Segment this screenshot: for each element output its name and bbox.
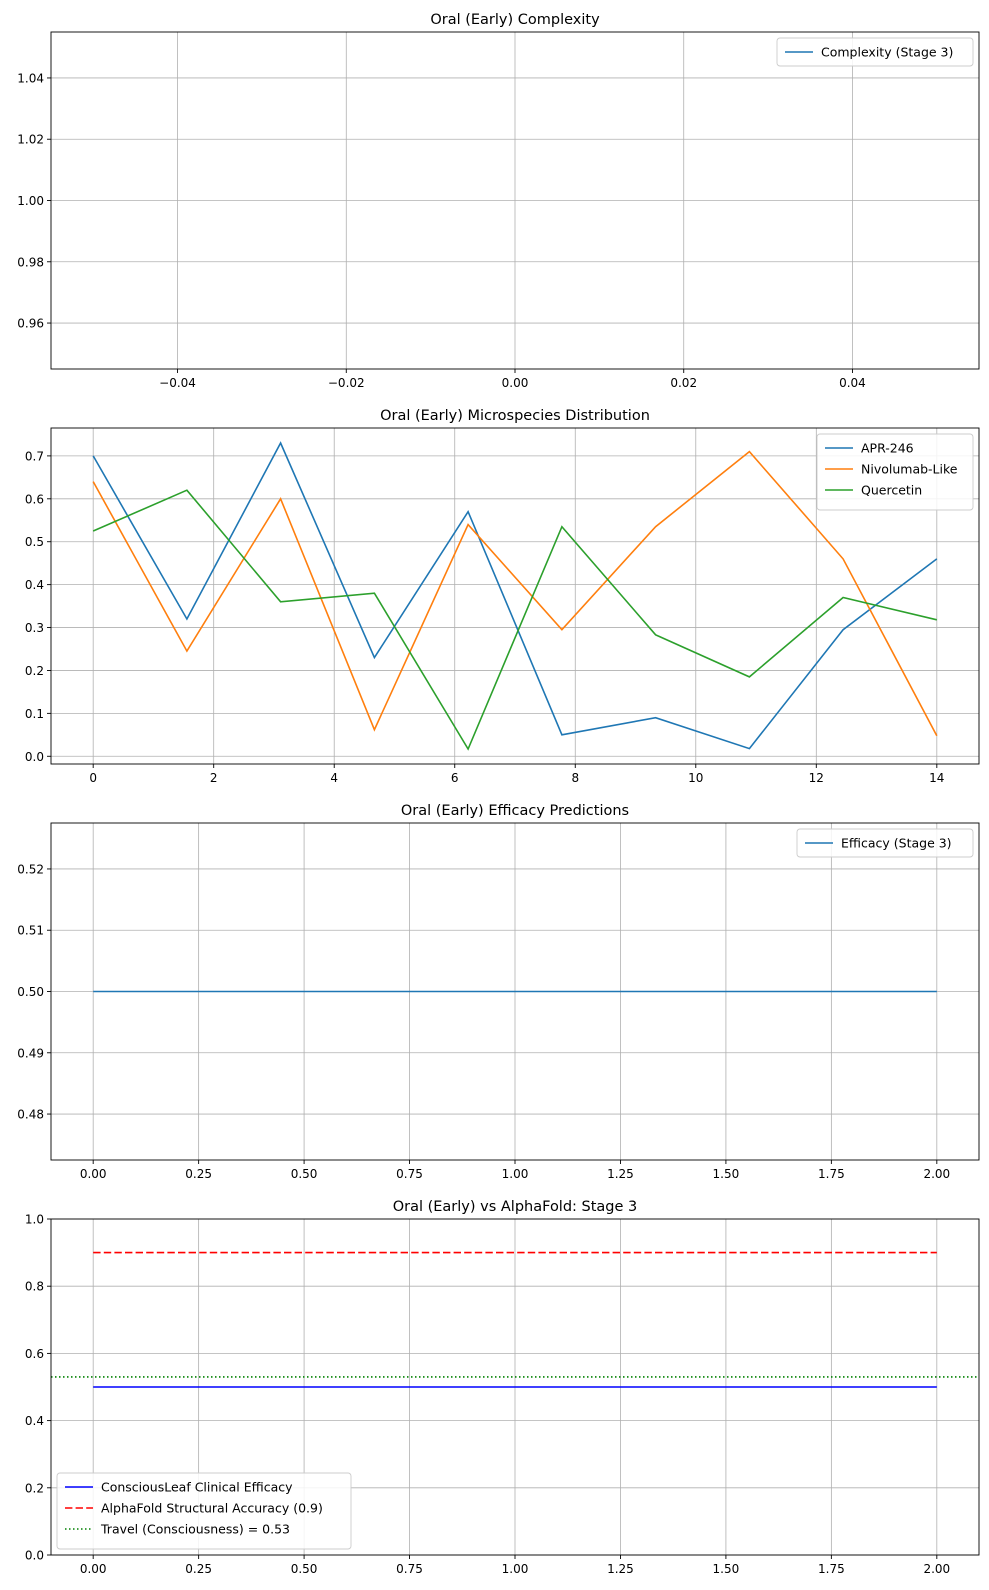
y-tick-label: 0.96 — [17, 317, 44, 331]
legend-label-0: ConsciousLeaf Clinical Efficacy — [101, 1480, 293, 1495]
y-tick-label: 0.2 — [25, 664, 44, 678]
y-tick-label: 0.48 — [17, 1108, 44, 1122]
series-line-0 — [92, 441, 938, 750]
legend-label-1: Nivolumab-Like — [861, 462, 958, 477]
x-tick-label: 0.04 — [839, 376, 866, 390]
chart-title: Oral (Early) Complexity — [430, 12, 600, 28]
x-tick-label: 12 — [809, 771, 824, 785]
legend-frame — [816, 433, 974, 511]
y-tick-label: 0.8 — [25, 1280, 44, 1294]
y-tick-label: 0.2 — [25, 1481, 44, 1495]
legend: APR-246 Nivolumab-Like Quercetin — [816, 433, 974, 511]
x-tick-label: 6 — [451, 771, 459, 785]
legend-label-0: Efficacy (Stage 3) — [841, 836, 952, 851]
y-tick-label: 0.0 — [25, 750, 44, 764]
x-tick-label: 0.75 — [396, 1562, 423, 1576]
legend-label-0: APR-246 — [861, 441, 914, 456]
x-tick-label: 1.50 — [713, 1562, 740, 1576]
y-tick-label: 0.6 — [25, 492, 44, 506]
x-tick-label: 8 — [571, 771, 579, 785]
x-tick-label: 1.75 — [818, 1562, 845, 1576]
y-tick-label: 0.3 — [25, 621, 44, 635]
y-tick-label: 0.4 — [25, 578, 44, 592]
x-tick-label: 2.00 — [923, 1562, 950, 1576]
x-tick-label: 0.00 — [502, 376, 529, 390]
chart-title: Oral (Early) Microspecies Distribution — [380, 408, 650, 424]
y-tick-label: 0.6 — [25, 1347, 44, 1361]
y-tick-label: 0.5 — [25, 535, 44, 549]
y-tick-label: 1.00 — [17, 194, 44, 208]
axes-frame — [50, 427, 980, 765]
x-tick-label: 2.00 — [923, 1167, 950, 1181]
y-tick-label: 0.7 — [25, 449, 44, 463]
x-tick-label: 1.00 — [502, 1562, 529, 1576]
y-tick-label: 0.52 — [17, 862, 44, 876]
y-tick-label: 1.02 — [17, 133, 44, 147]
x-tick-label: 0.02 — [670, 376, 697, 390]
efficacy-chart: 0.00 0.25 0.50 0.75 1.00 1.25 1.50 1.75 2.00 0.48… — [17, 803, 980, 1181]
legend-label-2: Quercetin — [861, 483, 922, 498]
microspecies-chart: 0 2 4 6 8 10 12 14 0.0 0.1 0.2 0.3 0.4 0.5 0.6 0.7 Oral … — [25, 408, 980, 785]
legend-frame — [776, 37, 974, 67]
y-tick-label: 0.0 — [25, 1549, 44, 1563]
legend-label-0: Complexity (Stage 3) — [821, 45, 953, 60]
x-tick-label: 0.25 — [185, 1562, 212, 1576]
y-tick-label: 1.0 — [25, 1213, 44, 1227]
x-tick-label: 4 — [330, 771, 338, 785]
x-tick-label: 0.00 — [80, 1562, 107, 1576]
legend: Complexity (Stage 3) — [776, 37, 974, 67]
chart-title: Oral (Early) Efficacy Predictions — [401, 803, 629, 819]
legend: ConsciousLeaf Clinical Efficacy AlphaFold… — [56, 1472, 352, 1550]
y-tick-label: 0.49 — [17, 1046, 44, 1060]
x-tick-label: 0.50 — [291, 1562, 318, 1576]
complexity-chart: −0.04 −0.02 0.00 0.02 0.04 0.96 0.98 1.00 1.02 1.… — [17, 12, 980, 390]
legend-frame — [796, 828, 974, 858]
x-tick-label: 1.25 — [607, 1167, 634, 1181]
x-tick-label: 0 — [89, 771, 97, 785]
x-tick-label: 1.25 — [607, 1562, 634, 1576]
x-tick-label: 1.50 — [713, 1167, 740, 1181]
x-tick-label: −0.04 — [159, 376, 196, 390]
y-tick-label: 0.51 — [17, 924, 44, 938]
y-tick-label: 1.04 — [17, 71, 44, 85]
x-tick-label: 10 — [688, 771, 703, 785]
x-tick-label: 1.75 — [818, 1167, 845, 1181]
x-tick-label: 0.75 — [396, 1167, 423, 1181]
legend: Efficacy (Stage 3) — [796, 828, 974, 858]
series-line-1 — [92, 450, 938, 737]
y-tick-label: 0.50 — [17, 985, 44, 999]
chart-title: Oral (Early) vs AlphaFold: Stage 3 — [393, 1199, 638, 1215]
x-tick-label: 2 — [210, 771, 218, 785]
y-tick-label: 0.1 — [25, 707, 44, 721]
x-tick-label: 0.50 — [291, 1167, 318, 1181]
x-tick-label: 1.00 — [502, 1167, 529, 1181]
x-tick-label: 0.00 — [80, 1167, 107, 1181]
alphafold-comparison-chart: 0.00 0.25 0.50 0.75 1.00 1.25 1.50 1.75 2.00 0.0 0… — [25, 1199, 980, 1576]
legend-frame — [56, 1472, 352, 1550]
x-tick-label: 14 — [929, 771, 944, 785]
y-tick-label: 0.4 — [25, 1414, 44, 1428]
x-tick-label: 0.25 — [185, 1167, 212, 1181]
series-line-2 — [92, 489, 937, 751]
legend-label-2: Travel (Consciousness) = 0.53 — [100, 1522, 290, 1537]
x-tick-label: −0.02 — [328, 376, 365, 390]
y-tick-label: 0.98 — [17, 255, 44, 269]
legend-label-1: AlphaFold Structural Accuracy (0.9) — [101, 1501, 323, 1516]
